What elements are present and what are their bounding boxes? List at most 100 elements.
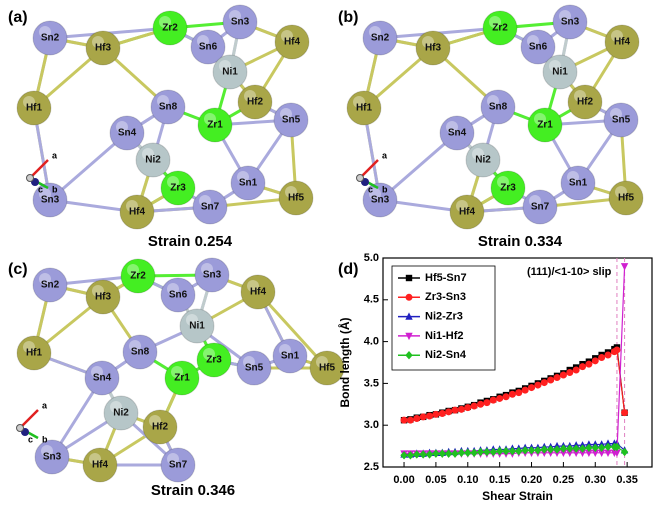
atom — [542, 54, 578, 90]
atom-highlight — [219, 60, 231, 72]
y-tick-label: 3.5 — [364, 377, 379, 389]
data-point — [521, 446, 529, 455]
data-point — [483, 447, 491, 457]
atom — [222, 4, 258, 40]
data-point — [598, 353, 606, 361]
data-point — [620, 263, 629, 271]
data-point — [534, 381, 542, 389]
atom-highlight — [89, 453, 101, 465]
x-tick-label: 0.20 — [521, 474, 542, 486]
atom-highlight — [167, 176, 179, 188]
x-tick-label: 0.00 — [393, 474, 414, 486]
annotation: (111)/<1-10> slip — [527, 266, 612, 278]
data-point — [457, 448, 466, 457]
atom-label: Sn7 — [169, 460, 188, 471]
atom-highlight — [197, 35, 209, 47]
data-point — [534, 446, 542, 455]
atom — [142, 409, 178, 445]
atom-label: Sn6 — [529, 42, 548, 53]
data-point — [476, 447, 485, 457]
atom-label: Ni1 — [189, 321, 205, 332]
atom-highlight — [171, 366, 183, 378]
data-point — [621, 409, 629, 417]
structure-panel: Sn2 Zr2 Sn3 Hf3 Sn6 Hf4 Ni1 Hf1 Sn8 Zr3 Sn1 Hf5 Sn4 Z… — [8, 257, 345, 499]
data-point — [579, 363, 587, 371]
atom — [309, 350, 345, 386]
atom-highlight — [167, 453, 179, 465]
atom-label: Sn5 — [282, 115, 301, 126]
data-point — [457, 405, 465, 413]
data-point — [559, 444, 568, 453]
axis-label: b — [52, 184, 58, 194]
atom — [135, 142, 171, 178]
atom-highlight — [204, 113, 216, 125]
atom-label: Hf1 — [356, 103, 373, 114]
atom — [160, 277, 196, 313]
data-point — [604, 442, 612, 452]
axis-label: b — [42, 434, 48, 444]
atom-highlight — [110, 401, 122, 413]
atom-highlight — [456, 200, 468, 212]
atom — [150, 89, 186, 125]
data-point — [426, 412, 434, 420]
data-point — [591, 449, 599, 457]
atom-highlight — [316, 356, 328, 368]
atom-label: Ni2 — [145, 155, 161, 166]
data-point — [489, 447, 497, 457]
data-point — [578, 444, 587, 453]
atom — [272, 338, 308, 374]
data-point — [620, 447, 629, 457]
legend-marker — [405, 293, 413, 301]
atom-label: Sn5 — [245, 363, 264, 374]
data-point — [540, 445, 548, 454]
atom — [212, 54, 248, 90]
atom-highlight — [229, 10, 241, 22]
axis-label: a — [42, 400, 48, 410]
atom — [179, 308, 215, 344]
axis-label: a — [382, 150, 388, 160]
atom-highlight — [201, 263, 213, 275]
axis-origin — [16, 424, 24, 432]
data-point — [553, 445, 561, 454]
axis-label: a — [52, 150, 58, 160]
atom-highlight — [41, 445, 53, 457]
atom-label: Hf1 — [26, 348, 43, 359]
atom-highlight — [127, 264, 139, 276]
data-point — [566, 369, 574, 377]
x-tick-label: 0.05 — [425, 474, 446, 486]
atom — [522, 189, 558, 225]
data-point — [445, 408, 453, 416]
atom — [362, 182, 398, 218]
atom-label: Hf4 — [250, 287, 267, 298]
atom-label: Sn4 — [118, 128, 137, 139]
atom-label: Sn1 — [569, 178, 588, 189]
axis-origin — [356, 174, 364, 182]
atom-highlight — [159, 16, 171, 28]
atom-highlight — [167, 283, 179, 295]
legend-label: Ni1-Hf2 — [425, 330, 464, 342]
atom-label: Hf5 — [618, 193, 635, 204]
atom-label: Sn4 — [93, 373, 112, 384]
atom-label: Hf4 — [92, 460, 109, 471]
atom-highlight — [247, 280, 259, 292]
atom — [603, 102, 639, 138]
atom-label: Hf5 — [319, 363, 336, 374]
data-point — [400, 416, 408, 424]
data-point — [585, 360, 593, 368]
atom — [190, 29, 226, 65]
atom-highlight — [489, 16, 501, 28]
data-point — [613, 346, 621, 354]
atom-highlight — [611, 30, 623, 42]
axis-label: c — [368, 184, 373, 194]
atom — [109, 115, 145, 151]
x-tick-label: 0.35 — [616, 474, 637, 486]
atom — [520, 29, 556, 65]
axis-label: c — [28, 434, 33, 444]
panel-label: (d) — [338, 261, 358, 278]
data-point — [477, 400, 485, 408]
atom-label: Sn6 — [199, 42, 218, 53]
atom-label: Zr3 — [500, 183, 516, 194]
atom-label: Sn2 — [41, 33, 60, 44]
atom-label: Zr3 — [206, 355, 222, 366]
